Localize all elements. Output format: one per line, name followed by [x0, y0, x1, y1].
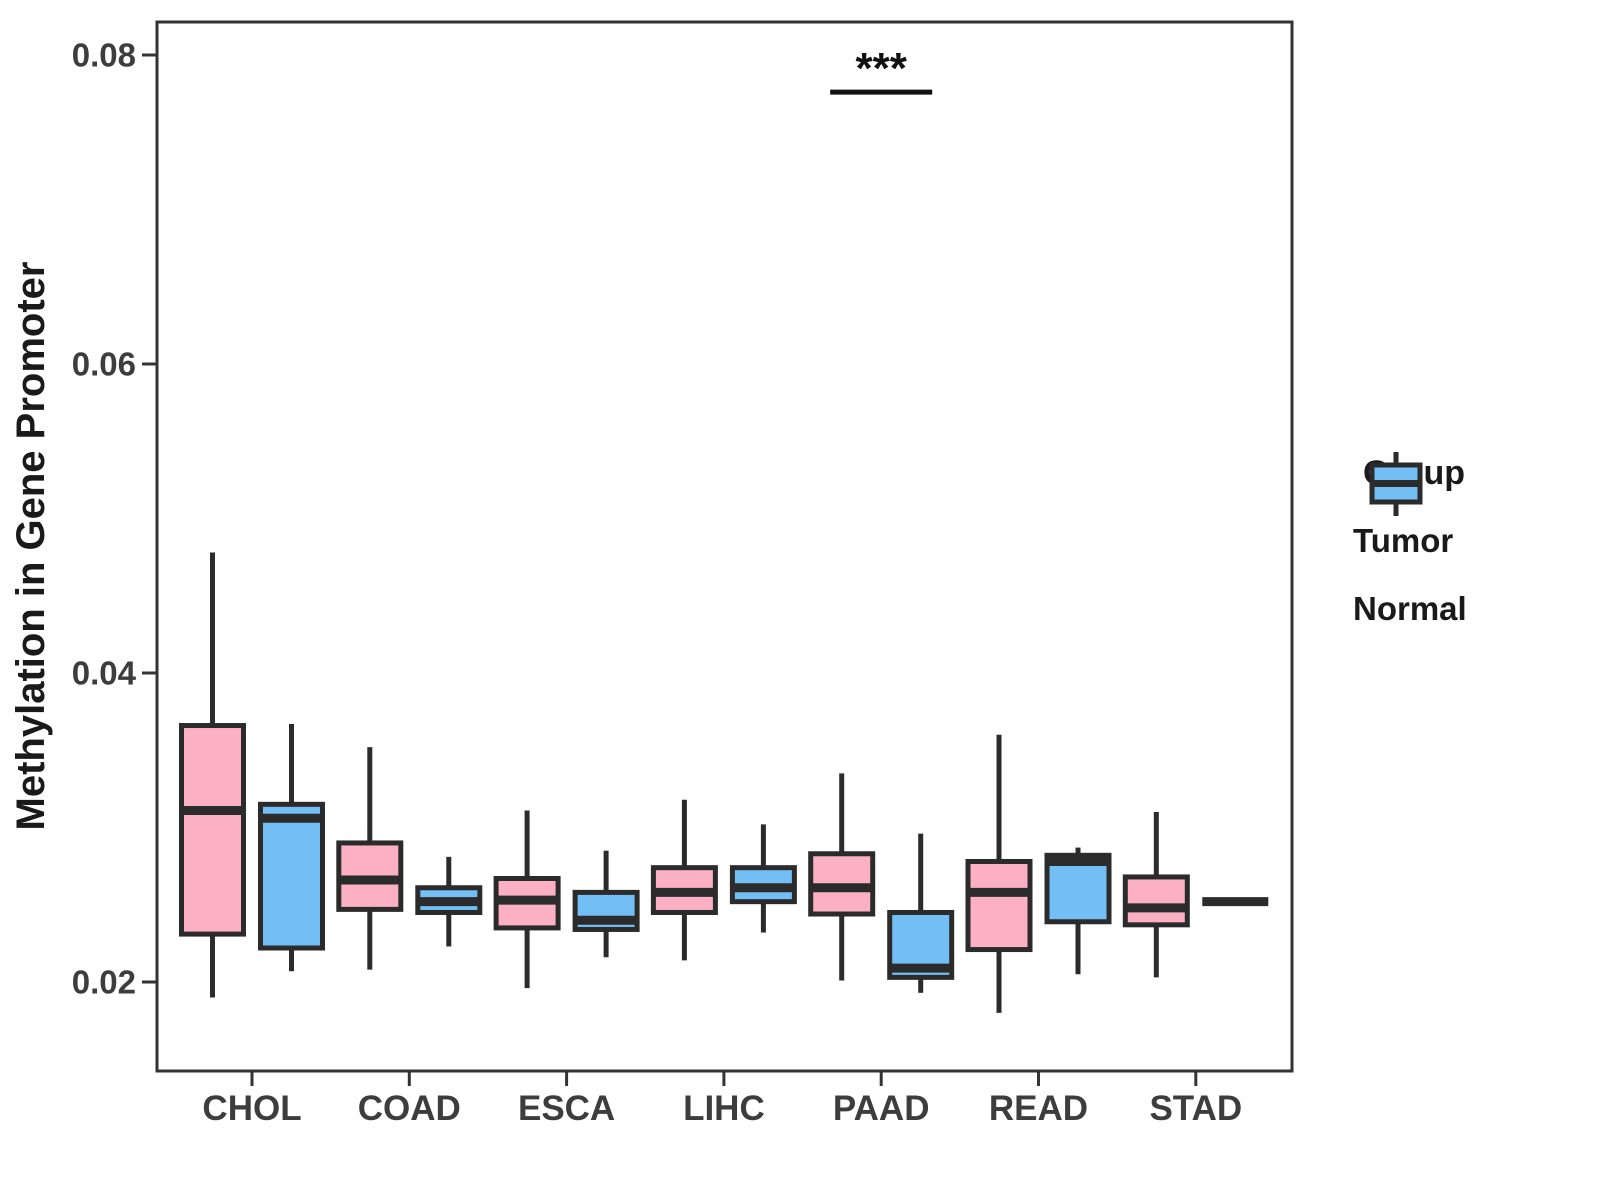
y-axis-title: Methylation in Gene Promoter [9, 262, 53, 831]
boxplots [179, 552, 1269, 1013]
legend-item-normal: Normal [1330, 452, 1600, 643]
x-tick-label-CHOL: CHOL [202, 1089, 301, 1128]
x-tick-label-COAD: COAD [358, 1089, 461, 1128]
legend-boxplot-glyph-normal [1369, 452, 1423, 516]
y-tick-label-0.06: 0.06 [72, 346, 136, 383]
box-tumor-chol [179, 723, 246, 937]
x-tick-label-LIHC: LIHC [683, 1089, 765, 1128]
significance-annotation: *** [830, 44, 933, 95]
box-tumor-stad [1122, 874, 1190, 928]
box-normal-chol [258, 801, 325, 951]
x-tick-label-STAD: STAD [1149, 1089, 1242, 1128]
y-tick-label-0.04: 0.04 [72, 655, 137, 692]
box-tumor-read [965, 858, 1033, 953]
box-normal-read [1044, 852, 1112, 925]
panel-border [155, 20, 1294, 1073]
legend-label: Tumor [1353, 522, 1454, 559]
x-tick-label-READ: READ [989, 1089, 1088, 1128]
y-tick-label-0.02: 0.02 [72, 964, 136, 1001]
x-tick-label-ESCA: ESCA [518, 1089, 615, 1128]
y-tick-label-0.08: 0.08 [72, 37, 136, 74]
axis-ticks: 0.02 0.04 0.06 0.08 CHOL COAD ESCA LIHC PAAD READ… [72, 37, 1242, 1129]
legend-label: Normal [1353, 590, 1467, 627]
x-tick-label-PAAD: PAAD [833, 1089, 930, 1128]
legend-items: Tumor Normal [1330, 452, 1600, 643]
significance-stars: *** [856, 44, 908, 93]
